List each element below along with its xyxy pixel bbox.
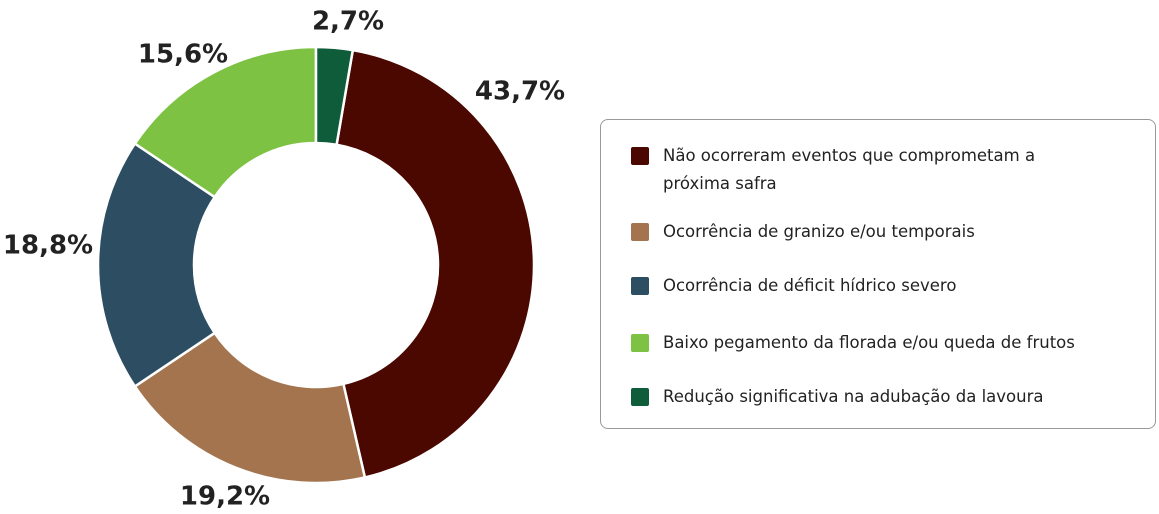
- legend-item: Não ocorreram eventos que comprometam a …: [631, 142, 1093, 198]
- value-label: 18,8%: [3, 231, 93, 261]
- donut-slice: [133, 45, 318, 199]
- value-label: 2,7%: [312, 7, 384, 37]
- legend-label: Baixo pegamento da florada e/ou queda de…: [663, 333, 1075, 352]
- value-label: 19,2%: [180, 482, 270, 512]
- donut-slice: [314, 45, 355, 147]
- legend-swatch: [631, 334, 649, 352]
- donut-chart: 43,7% 19,2% 18,8% 15,6% 2,7%: [3, 7, 565, 512]
- legend-label: Redução significativa na adubação da lav…: [663, 387, 1044, 406]
- legend-item: Redução significativa na adubação da lav…: [631, 383, 1043, 411]
- legend-swatch: [631, 223, 649, 241]
- value-label: 15,6%: [138, 40, 228, 70]
- donut-slice: [96, 141, 217, 389]
- legend-swatch: [631, 147, 649, 165]
- legend-label: Ocorrência de granizo e/ou temporais: [663, 222, 975, 241]
- donut-slice: [133, 331, 367, 485]
- legend: Não ocorreram eventos que comprometam a …: [600, 119, 1156, 429]
- legend-item: Ocorrência de granizo e/ou temporais: [631, 218, 975, 246]
- legend-swatch: [631, 277, 649, 295]
- legend-label: Ocorrência de déficit hídrico severo: [663, 276, 957, 295]
- donut-slice: [335, 48, 536, 479]
- legend-swatch: [631, 388, 649, 406]
- legend-item: Ocorrência de déficit hídrico severo: [631, 272, 956, 300]
- legend-label: Não ocorreram eventos que comprometam a …: [663, 146, 1036, 193]
- legend-item: Baixo pegamento da florada e/ou queda de…: [631, 329, 1075, 357]
- value-label: 43,7%: [475, 77, 565, 107]
